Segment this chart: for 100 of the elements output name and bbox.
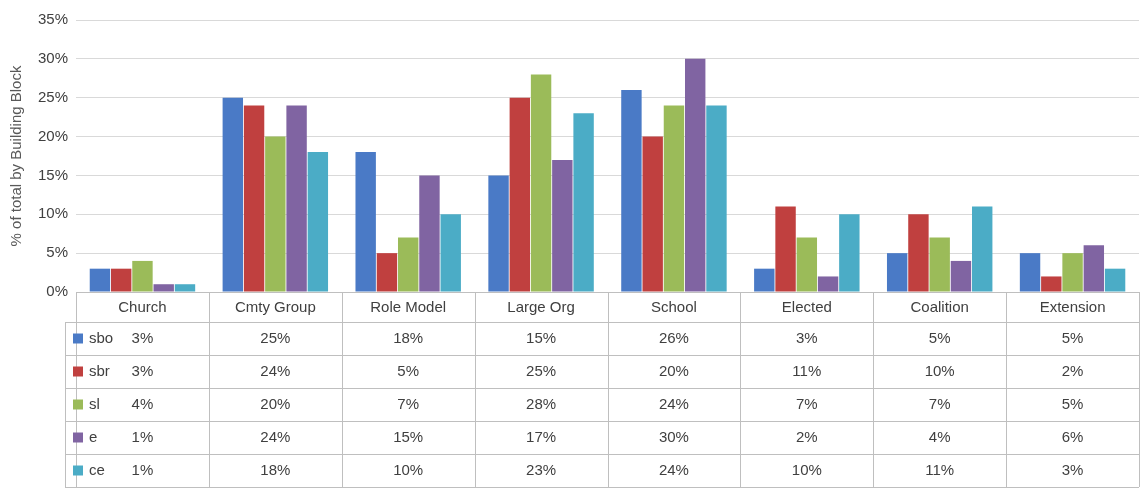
legend-label: sbo	[89, 328, 114, 346]
x-tick-label: Coalition	[910, 298, 969, 316]
x-tick-label: Large Org	[507, 298, 575, 316]
bar	[530, 74, 552, 292]
legend-label: ce	[89, 460, 105, 478]
x-tick-label: Church	[118, 298, 167, 316]
data-label: 17%	[526, 427, 557, 445]
data-label: 1%	[131, 460, 154, 478]
data-label: 23%	[526, 460, 557, 478]
data-label: 18%	[260, 460, 291, 478]
data-label: 1%	[131, 427, 154, 445]
data-label: 6%	[1061, 427, 1084, 445]
data-label: 24%	[260, 361, 291, 379]
data-label: 11%	[792, 361, 822, 379]
bar	[307, 152, 329, 292]
bar	[972, 206, 993, 292]
legend-label: e	[89, 427, 98, 445]
data-label: 3%	[131, 328, 154, 346]
bar	[796, 237, 818, 292]
bar	[1062, 253, 1083, 292]
bar	[573, 113, 594, 292]
y-tick-label: 10%	[37, 204, 69, 222]
data-label: 10%	[924, 361, 955, 379]
bar	[817, 276, 839, 292]
bar	[174, 284, 196, 292]
data-label: 10%	[393, 460, 424, 478]
x-tick-label: School	[651, 298, 697, 316]
data-label: 26%	[658, 328, 689, 346]
data-label: 25%	[526, 361, 557, 379]
bar	[1104, 268, 1126, 292]
data-label: 24%	[658, 460, 689, 478]
x-tick-label: Role Model	[370, 298, 447, 316]
bar	[1041, 276, 1062, 292]
bar	[132, 260, 153, 292]
x-tick-label: Cmty Group	[234, 298, 316, 316]
data-label: 5%	[397, 361, 420, 379]
legend-label: sl	[89, 394, 100, 412]
data-label: 15%	[526, 328, 557, 346]
bar	[621, 89, 642, 292]
data-label: 25%	[260, 328, 291, 346]
bar	[1019, 253, 1041, 292]
x-tick-label: Elected	[781, 298, 832, 316]
data-label: 15%	[393, 427, 424, 445]
y-tick-label: 25%	[37, 87, 69, 105]
bar	[839, 214, 860, 292]
data-label: 5%	[1061, 328, 1084, 346]
data-label: 28%	[526, 394, 557, 412]
bar	[153, 284, 174, 292]
y-tick-label: 35%	[37, 10, 69, 28]
data-label: 10%	[791, 460, 822, 478]
data-label: 24%	[658, 394, 689, 412]
bar	[376, 253, 398, 292]
data-label: 2%	[795, 427, 818, 445]
data-label: 3%	[1061, 460, 1084, 478]
bar	[243, 105, 265, 292]
bar	[509, 97, 531, 292]
data-label: 7%	[795, 394, 818, 412]
bar	[1083, 245, 1105, 292]
bar	[355, 152, 376, 292]
bar	[222, 97, 244, 292]
data-label: 11%	[925, 460, 955, 478]
bar	[663, 105, 685, 292]
data-label: 4%	[131, 394, 154, 412]
data-label: 20%	[658, 361, 689, 379]
y-tick-label: 20%	[37, 126, 69, 144]
bar	[929, 237, 950, 292]
bar	[642, 136, 663, 292]
data-label: 24%	[260, 427, 291, 445]
bar	[488, 175, 509, 292]
data-label: 30%	[658, 427, 689, 445]
bar	[552, 159, 573, 292]
data-label: 3%	[795, 328, 818, 346]
y-tick-label: 15%	[37, 165, 69, 183]
y-tick-label: 0%	[46, 282, 69, 300]
legend-label: sbr	[89, 361, 110, 379]
data-label: 7%	[397, 394, 420, 412]
data-label: 2%	[1061, 361, 1084, 379]
bar	[440, 214, 461, 292]
bar	[286, 105, 307, 292]
bar	[89, 268, 111, 292]
bar	[775, 206, 796, 292]
data-label: 5%	[928, 328, 951, 346]
bar	[398, 237, 419, 292]
bar	[110, 268, 132, 292]
bar	[685, 58, 706, 292]
data-label: 18%	[393, 328, 424, 346]
bar	[754, 268, 775, 292]
bar	[265, 136, 286, 292]
y-tick-label: 5%	[46, 243, 69, 261]
y-tick-label: 30%	[37, 49, 69, 66]
bar	[886, 253, 908, 292]
data-label: 7%	[928, 394, 951, 412]
data-label: 20%	[260, 394, 291, 412]
data-label: 5%	[1061, 394, 1084, 412]
bar	[950, 260, 972, 292]
bar	[706, 105, 727, 292]
y-axis-title: % of total by Building Block	[7, 65, 25, 247]
data-label: 3%	[131, 361, 154, 379]
x-tick-label: Extension	[1039, 298, 1106, 316]
bar	[419, 175, 440, 292]
